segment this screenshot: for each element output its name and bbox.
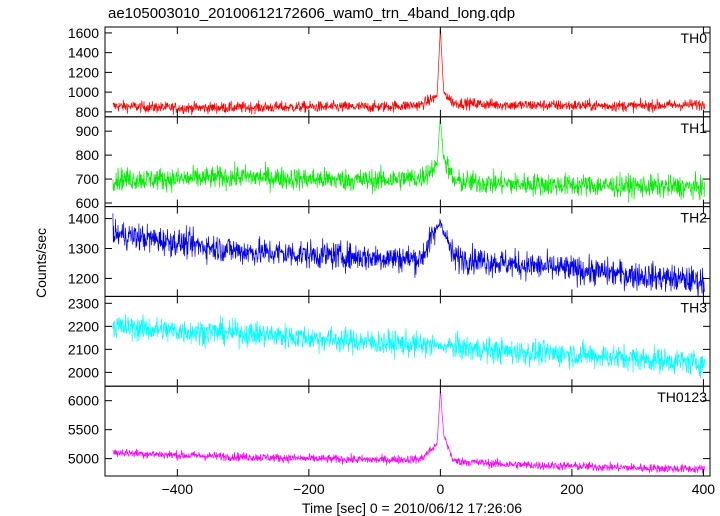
panel-th2: 1200 1300 1400 TH2 <box>68 206 711 297</box>
series-th1 <box>112 119 705 204</box>
y-tick-label: 2300 <box>68 295 99 311</box>
y-tick-label: 1400 <box>68 45 99 61</box>
panel-frame <box>104 116 711 208</box>
x-tick-label: −200 <box>293 481 325 497</box>
y-tick-label: 1200 <box>68 270 99 286</box>
y-tick-label: 6000 <box>68 393 99 409</box>
x-tick-label: 0 <box>436 481 444 497</box>
series-th2 <box>112 213 705 297</box>
panel-frame <box>104 385 711 477</box>
y-tick-label: 2200 <box>68 318 99 334</box>
series-th3 <box>112 314 705 379</box>
panel-th3: 2000 2100 2200 2300 TH3 <box>68 295 711 387</box>
y-tick-label: 1200 <box>68 64 99 80</box>
panel-label-th0123: TH0123 <box>657 389 707 405</box>
panels: 800 1000 1200 1400 1600 TH0 600 700 800 900 TH1 120… <box>68 25 715 497</box>
y-axis-label: Counts/sec <box>33 228 49 298</box>
y-tick-label: 1000 <box>68 84 99 100</box>
panel-label-th0: TH0 <box>681 30 708 46</box>
series-th0123 <box>112 391 705 474</box>
y-tick-label: 2000 <box>68 364 99 380</box>
y-tick-label: 700 <box>76 171 100 187</box>
panel-th0123: 5000 5500 6000 TH0123 <box>68 385 711 477</box>
series-th0 <box>112 28 705 116</box>
y-tick-label: 1300 <box>68 241 99 257</box>
panel-label-th1: TH1 <box>681 120 708 136</box>
y-tick-label: 600 <box>76 195 100 211</box>
panel-th1: 600 700 800 900 TH1 <box>76 116 711 211</box>
x-tick-label: 400 <box>692 481 716 497</box>
y-tick-label: 1600 <box>68 25 99 41</box>
x-tick-label: 200 <box>560 481 584 497</box>
y-tick-label: 900 <box>76 123 100 139</box>
y-tick-label: 2100 <box>68 341 99 357</box>
x-tick-label: −400 <box>162 481 194 497</box>
panel-label-th3: TH3 <box>681 299 708 315</box>
y-tick-label: 5500 <box>68 422 99 438</box>
panel-label-th2: TH2 <box>681 210 708 226</box>
y-tick-label: 5000 <box>68 451 99 467</box>
x-axis-label: Time [sec] 0 = 2010/06/12 17:26:06 <box>302 500 522 516</box>
y-tick-label: 800 <box>76 147 100 163</box>
y-tick-label: 1400 <box>68 211 99 227</box>
chart-title: ae105003010_20100612172606_wam0_trn_4ban… <box>108 5 515 22</box>
y-tick-label: 800 <box>76 104 100 120</box>
panel-th0: 800 1000 1200 1400 1600 TH0 <box>68 25 711 120</box>
